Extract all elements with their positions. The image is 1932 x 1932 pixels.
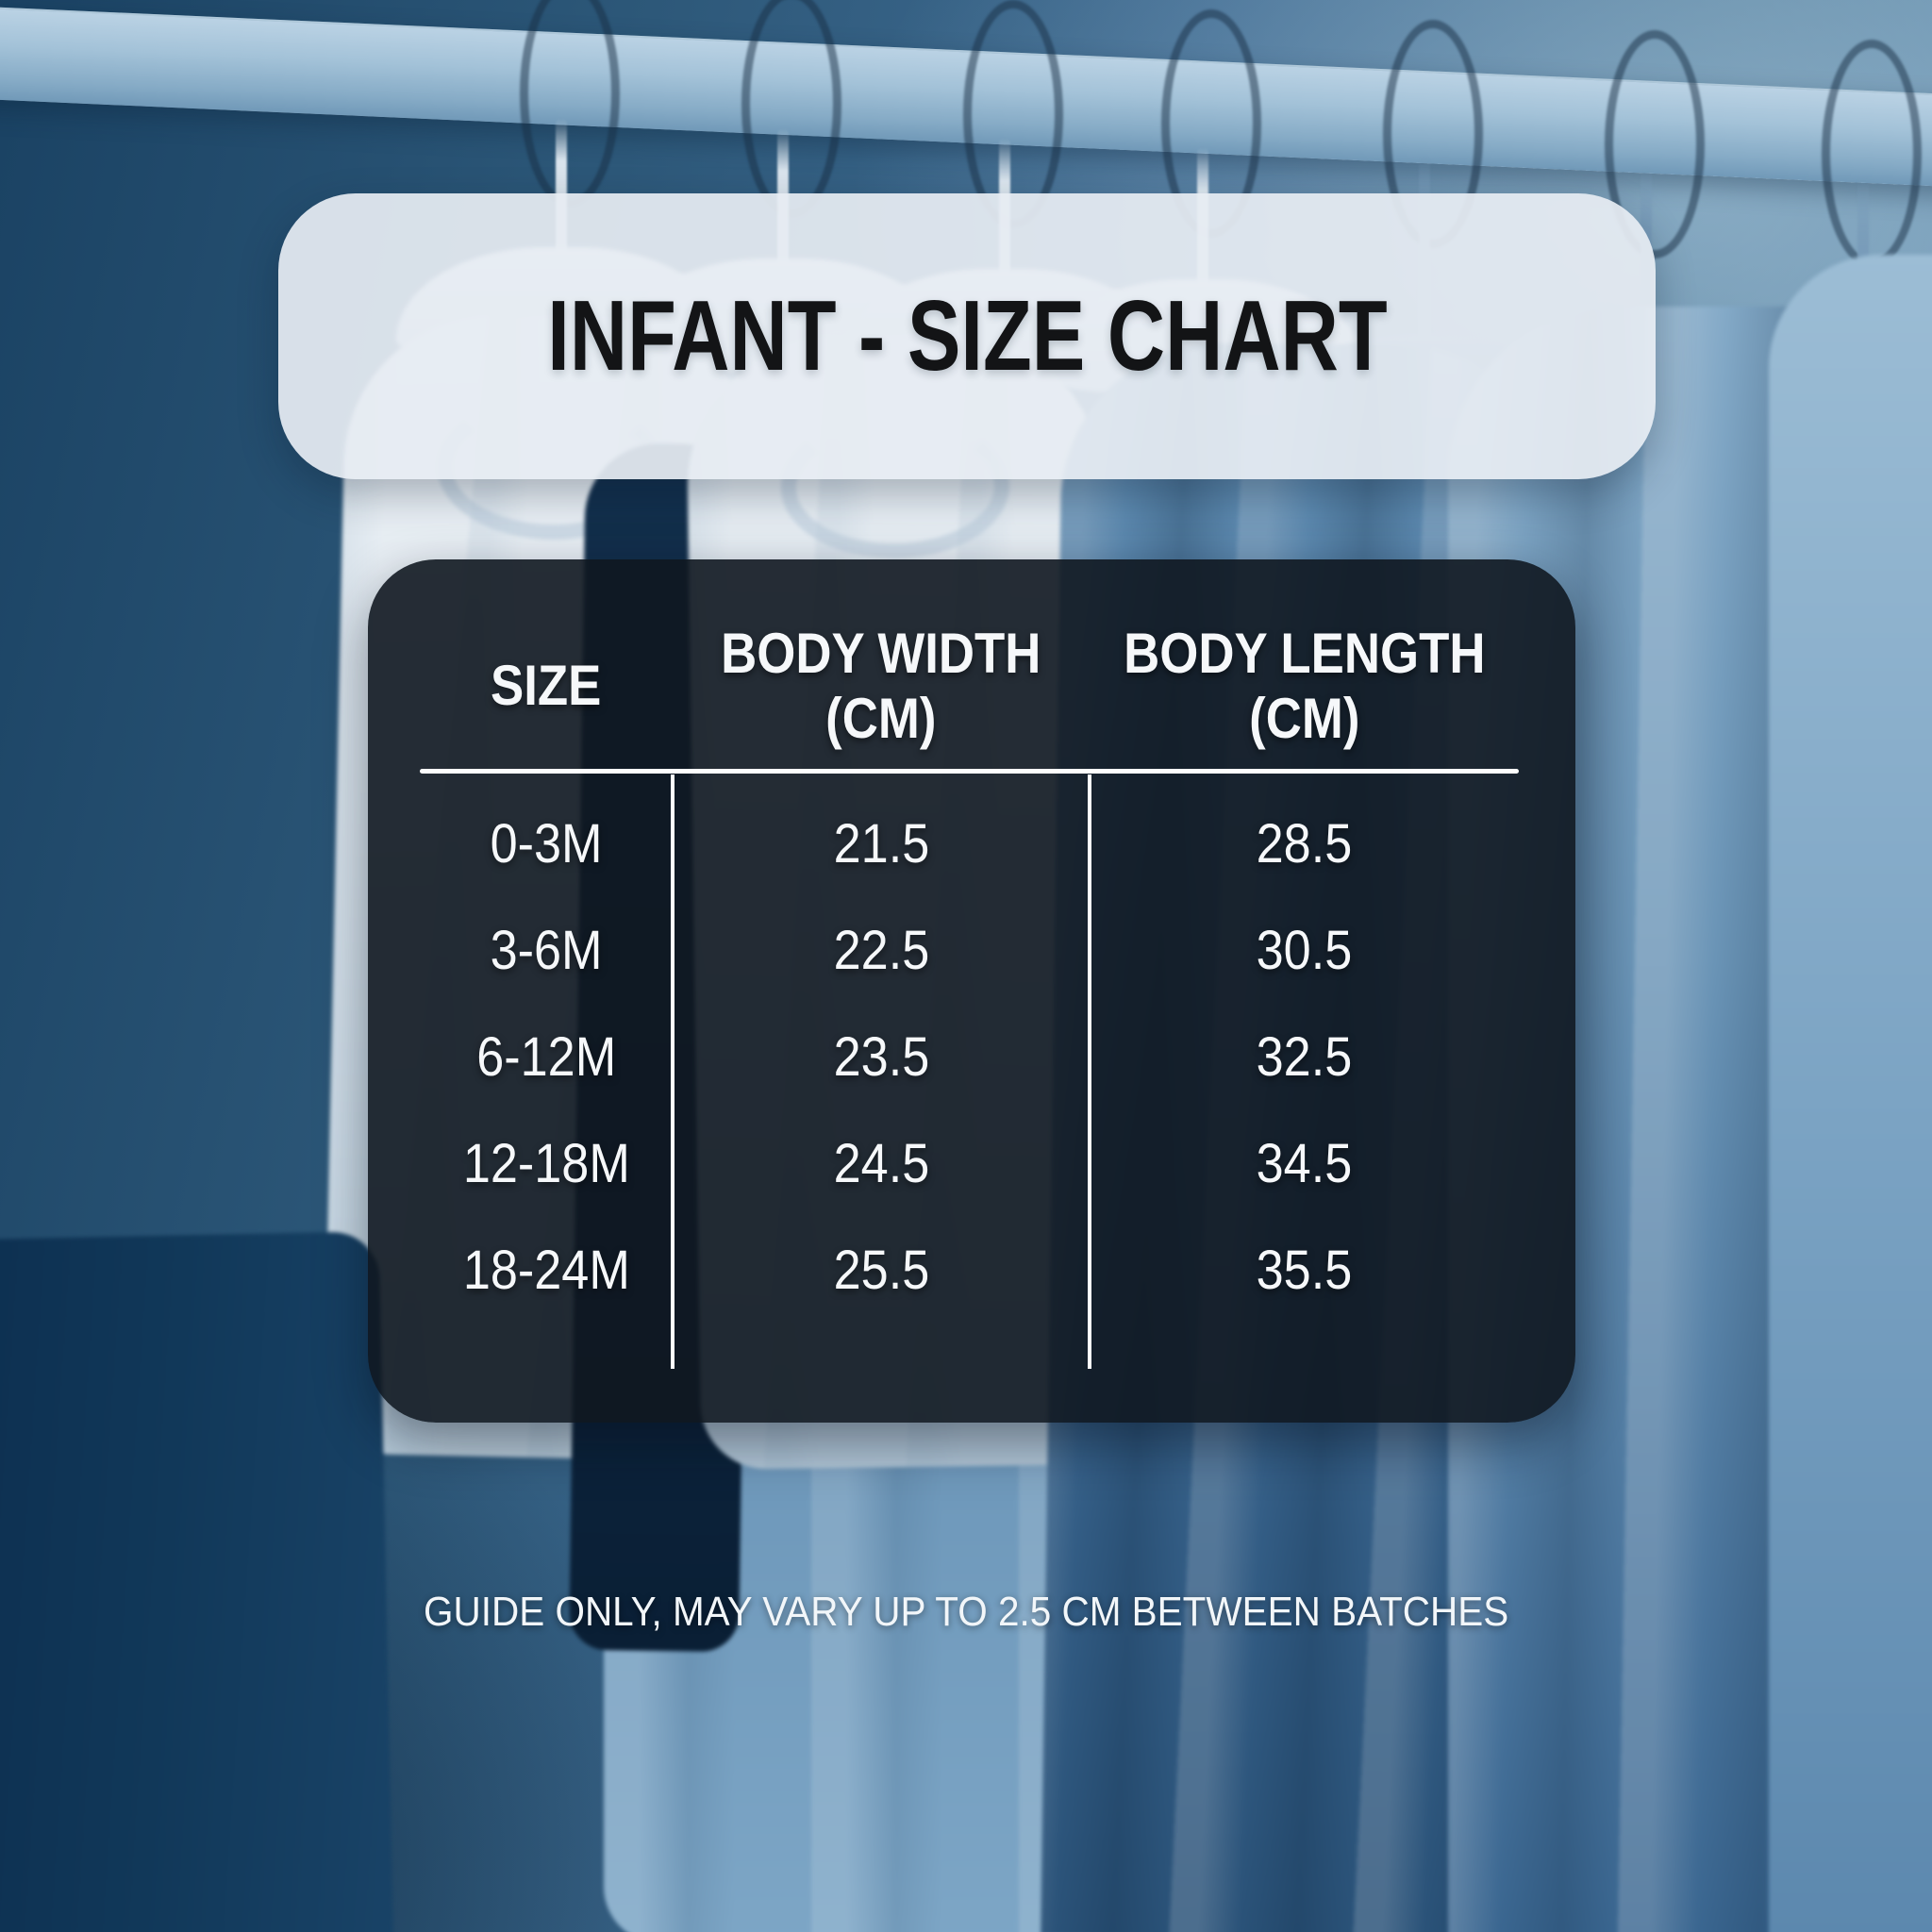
hanger-hook-icon: [741, 0, 841, 218]
size-table-panel: SIZE BODY WIDTH (CM) BODY LENGTH (CM) 0-3M…: [368, 559, 1575, 1423]
cell-body-length: 32.5: [1256, 1026, 1353, 1088]
cell-size: 3-6M: [490, 920, 603, 981]
header-label: BODY LENGTH: [1123, 621, 1486, 685]
cell-body-length: 28.5: [1256, 813, 1353, 874]
hanger-hook-icon: [1605, 30, 1705, 258]
cell-size: 12-18M: [462, 1133, 630, 1194]
title-banner: INFANT - SIZE CHART: [278, 193, 1656, 479]
header-cell-size: SIZE: [420, 559, 673, 772]
cell-body-width: 22.5: [833, 920, 929, 981]
header-label-unit: (CM): [1248, 686, 1360, 750]
header-cell-body-width: BODY WIDTH (CM): [673, 559, 1090, 772]
hanger-hook-icon: [1822, 40, 1922, 268]
cell-body-width: 25.5: [833, 1240, 929, 1301]
table-row: 0-3M 21.5 28.5: [420, 791, 1519, 897]
header-label: BODY WIDTH: [721, 621, 1041, 685]
background-drape-navy: [0, 1231, 395, 1932]
cell-size: 0-3M: [490, 813, 603, 874]
table-divider-vertical: [1088, 774, 1091, 1369]
table-divider-vertical: [671, 774, 675, 1369]
table-body: 0-3M 21.5 28.5 3-6M 22.5 30.5 6-12M 23.5…: [420, 791, 1519, 1324]
header-cell-body-length: BODY LENGTH (CM): [1090, 559, 1519, 772]
table-row: 18-24M 25.5 35.5: [420, 1217, 1519, 1324]
page-title: INFANT - SIZE CHART: [546, 280, 1388, 391]
background-shirt-blue: [1769, 255, 1932, 1932]
cell-body-width: 24.5: [833, 1133, 929, 1194]
cell-body-length: 34.5: [1256, 1133, 1353, 1194]
table-row: 12-18M 24.5 34.5: [420, 1110, 1519, 1217]
cell-body-length: 30.5: [1256, 920, 1353, 981]
cell-size: 6-12M: [476, 1026, 616, 1088]
header-label: SIZE: [491, 654, 602, 717]
table-header-row: SIZE BODY WIDTH (CM) BODY LENGTH (CM): [420, 559, 1519, 772]
cell-body-width: 23.5: [833, 1026, 929, 1088]
table-row: 6-12M 23.5 32.5: [420, 1004, 1519, 1110]
cell-size: 18-24M: [462, 1240, 630, 1301]
table-row: 3-6M 22.5 30.5: [420, 897, 1519, 1004]
header-label-unit: (CM): [825, 686, 937, 750]
table-divider-horizontal: [420, 769, 1519, 774]
cell-body-width: 21.5: [833, 813, 929, 874]
cell-body-length: 35.5: [1256, 1240, 1353, 1301]
disclaimer-text: GUIDE ONLY, MAY VARY UP TO 2.5 CM BETWEE…: [423, 1589, 1509, 1635]
footer-disclaimer: GUIDE ONLY, MAY VARY UP TO 2.5 CM BETWEE…: [0, 1589, 1932, 1636]
